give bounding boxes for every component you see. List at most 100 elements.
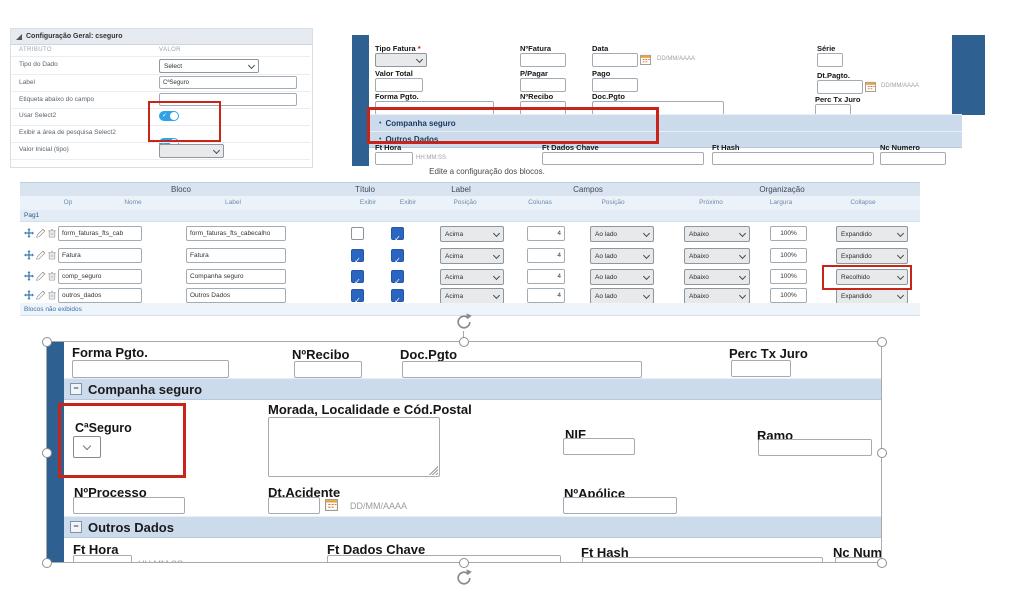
morada-textarea[interactable]	[268, 417, 440, 477]
collapse-select[interactable]: Recolhido	[836, 269, 908, 285]
label-posicao-select[interactable]: Acima	[440, 248, 504, 264]
tipo-do-dado-select[interactable]: Select	[159, 59, 259, 73]
edit-pencil-icon[interactable]	[36, 228, 46, 238]
selection-handle-top-center[interactable]	[459, 337, 469, 347]
move-icon[interactable]	[24, 250, 34, 260]
ramo-input[interactable]	[758, 439, 872, 456]
collapse-minus-icon[interactable]	[70, 521, 82, 533]
ft-hora-input[interactable]	[375, 152, 413, 165]
colunas-input[interactable]: 4	[527, 248, 565, 263]
collapse-minus-icon[interactable]	[70, 383, 82, 395]
tipo-fatura-select[interactable]	[375, 53, 427, 67]
label-posicao-select[interactable]: Acima	[440, 269, 504, 285]
label-input[interactable]: Companha seguro	[186, 269, 286, 284]
ft-dados-chave-input[interactable]	[542, 152, 704, 165]
rotate-handle-icon[interactable]	[453, 567, 475, 589]
delete-trash-icon[interactable]	[47, 228, 57, 238]
label-exibir-checkbox[interactable]	[391, 289, 404, 302]
titulo-exibir-checkbox[interactable]	[351, 249, 364, 262]
exibir-pesquisa-select2-toggle[interactable]	[159, 138, 179, 148]
proximo-select[interactable]: Abaixo	[684, 248, 750, 264]
selection-handle-top-left[interactable]	[42, 337, 52, 347]
calendar-icon[interactable]	[865, 81, 876, 92]
form-preview-bottom[interactable]: Forma Pgto. NºRecibo Doc.Pgto Perc Tx Ju…	[46, 341, 882, 563]
label-posicao-select[interactable]: Acima	[440, 288, 504, 304]
campos-posicao-select[interactable]: Ao lado	[590, 226, 654, 242]
n-fatura-input[interactable]	[520, 53, 566, 67]
label-exibir-checkbox[interactable]	[391, 270, 404, 283]
n-processo-input[interactable]	[73, 497, 185, 514]
proximo-select[interactable]: Abaixo	[684, 269, 750, 285]
campos-posicao-select[interactable]: Ao lado	[590, 248, 654, 264]
move-icon[interactable]	[24, 271, 34, 281]
dt-acidente-input[interactable]	[268, 497, 320, 514]
ca-seguro-select[interactable]	[73, 436, 101, 458]
move-icon[interactable]	[24, 228, 34, 238]
label-input[interactable]: form_faturas_fts_cabecalho	[186, 226, 286, 241]
nome-input[interactable]: comp_seguro	[58, 269, 142, 284]
label-exibir-checkbox[interactable]	[391, 227, 404, 240]
perc-tx-juro-input[interactable]	[731, 360, 791, 377]
label-exibir-checkbox[interactable]	[391, 249, 404, 262]
p-pagar-input[interactable]	[520, 78, 566, 92]
largura-input[interactable]: 100%	[770, 288, 807, 303]
nome-input[interactable]: Fatura	[58, 248, 142, 263]
collapse-select[interactable]: Expandido	[836, 226, 908, 242]
ft-dados-chave-input[interactable]	[327, 555, 561, 563]
largura-input[interactable]: 100%	[770, 226, 807, 241]
ft-hash-input[interactable]	[582, 557, 823, 563]
serie-input[interactable]	[817, 53, 843, 67]
config-panel-header[interactable]: Configuração Geral: cseguro	[11, 29, 312, 45]
dt-pagto-input[interactable]	[817, 80, 863, 94]
collapse-select[interactable]: Expandido	[836, 288, 908, 304]
rotate-handle-icon[interactable]	[453, 311, 475, 333]
delete-trash-icon[interactable]	[47, 290, 57, 300]
label-posicao-select[interactable]: Acima	[440, 226, 504, 242]
nif-input[interactable]	[563, 438, 635, 455]
selection-handle-bottom-center[interactable]	[459, 558, 469, 568]
resize-grip-icon[interactable]	[429, 466, 438, 475]
ft-hora-input[interactable]	[73, 555, 132, 563]
colunas-input[interactable]: 4	[527, 226, 565, 241]
collapse-select[interactable]: Expandido	[836, 248, 908, 264]
section-bar-outros-dados[interactable]: Outros Dados	[64, 516, 882, 538]
edit-pencil-icon[interactable]	[36, 290, 46, 300]
valor-inicial-select[interactable]	[159, 144, 224, 158]
selection-handle-middle-right[interactable]	[877, 448, 887, 458]
forma-pgto-input[interactable]	[72, 360, 229, 378]
selection-handle-bottom-left[interactable]	[42, 558, 52, 568]
titulo-exibir-checkbox[interactable]	[351, 227, 364, 240]
campos-posicao-select[interactable]: Ao lado	[590, 288, 654, 304]
selection-handle-bottom-right[interactable]	[877, 558, 887, 568]
delete-trash-icon[interactable]	[47, 271, 57, 281]
edit-pencil-icon[interactable]	[36, 271, 46, 281]
colunas-input[interactable]: 4	[527, 269, 565, 284]
titulo-exibir-checkbox[interactable]	[351, 289, 364, 302]
label-input[interactable]: Fatura	[186, 248, 286, 263]
label-input[interactable]: CªSeguro	[159, 76, 297, 89]
label-input[interactable]: Outros Dados	[186, 288, 286, 303]
nome-input[interactable]: outros_dados	[58, 288, 142, 303]
pago-input[interactable]	[592, 78, 638, 92]
titulo-exibir-checkbox[interactable]	[351, 270, 364, 283]
data-input[interactable]	[592, 53, 638, 67]
section-bar-companha-seguro[interactable]: Companha seguro	[64, 378, 882, 400]
selection-handle-top-right[interactable]	[877, 337, 887, 347]
largura-input[interactable]: 100%	[770, 269, 807, 284]
calendar-icon[interactable]	[640, 54, 651, 65]
ft-hash-input[interactable]	[712, 152, 874, 165]
valor-total-input[interactable]	[375, 78, 423, 92]
nc-numero-input[interactable]	[880, 152, 946, 165]
delete-trash-icon[interactable]	[47, 250, 57, 260]
usar-select2-toggle[interactable]	[159, 111, 179, 121]
nome-input[interactable]: form_faturas_fts_cab	[58, 226, 142, 241]
calendar-icon[interactable]	[325, 498, 338, 511]
n-recibo-input[interactable]	[294, 361, 362, 378]
doc-pgto-input[interactable]	[402, 361, 642, 378]
proximo-select[interactable]: Abaixo	[684, 288, 750, 304]
move-icon[interactable]	[24, 290, 34, 300]
selection-handle-middle-left[interactable]	[42, 448, 52, 458]
campos-posicao-select[interactable]: Ao lado	[590, 269, 654, 285]
edit-pencil-icon[interactable]	[36, 250, 46, 260]
proximo-select[interactable]: Abaixo	[684, 226, 750, 242]
